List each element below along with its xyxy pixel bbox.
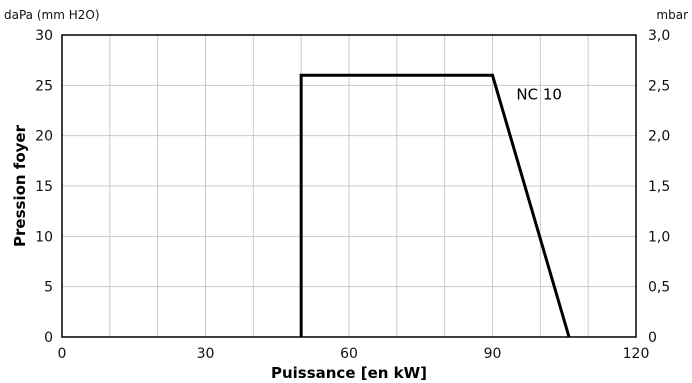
y-unit-left-label: daPa (mm H2O) [4,8,100,22]
y-tick-label-left: 10 [35,229,53,245]
plot-frame [61,34,637,338]
y-tick-label-left: 30 [35,28,53,44]
y-tick-labels-right: 0 0,5 1,0 1,5 2,0 2,5 3,0 [648,28,670,346]
y-tick-label-right: 0,5 [648,280,670,296]
x-tick-label: 120 [623,346,650,362]
x-tick-labels: 0 30 60 90 120 [58,346,650,362]
y-tick-label-right: 1,5 [648,179,670,195]
y-tick-label-right: 3,0 [648,28,670,44]
grid-lines [62,35,636,337]
series-annotation-nc10: NC 10 [516,85,562,103]
y-tick-labels-left: 0 5 10 15 20 25 30 [35,28,53,346]
series-layer [299,73,571,338]
y-unit-right-label: mbar [656,8,688,22]
y-tick-label-left: 20 [35,129,53,145]
y-tick-label-left: 15 [35,179,53,195]
y-tick-label-right: 1,0 [648,229,670,245]
x-tick-label: 60 [340,346,358,362]
x-tick-label: 30 [197,346,215,362]
x-tick-label: 0 [58,346,67,362]
y-tick-label-left: 25 [35,78,53,94]
y-axis-title: Pression foyer [11,124,29,247]
y-tick-label-left: 5 [44,280,53,296]
y-tick-label-right: 0 [648,330,657,346]
series-line-nc10 [299,73,571,338]
y-tick-label-left: 0 [44,330,53,346]
x-tick-label: 90 [484,346,502,362]
y-tick-label-right: 2,0 [648,129,670,145]
x-axis-title: Puissance [en kW] [271,364,427,382]
y-tick-label-right: 2,5 [648,78,670,94]
